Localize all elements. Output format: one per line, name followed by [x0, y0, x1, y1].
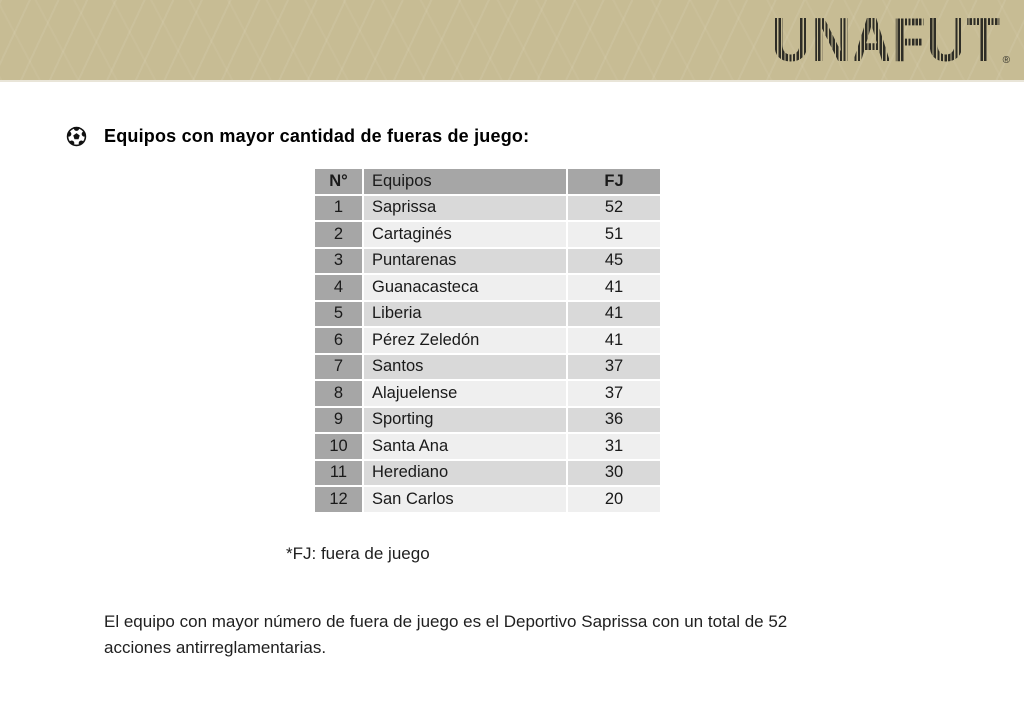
fj-cell: 45 [568, 248, 660, 273]
fj-cell: 41 [568, 275, 660, 300]
table-row: 7 Santos 37 [315, 354, 660, 379]
unafut-logo-text: UNAFUT [771, 4, 1001, 78]
table-row: 1 Saprissa 52 [315, 195, 660, 220]
column-header-equipos: Equipos [364, 169, 566, 194]
rank-cell: 12 [315, 487, 362, 512]
summary-line-1: El equipo con mayor número de fuera de j… [104, 612, 788, 631]
fj-cell: 20 [568, 487, 660, 512]
band-line-pattern [0, 0, 1024, 80]
rank-cell: 6 [315, 328, 362, 353]
rank-cell: 9 [315, 407, 362, 432]
section-heading-row: Equipos con mayor cantidad de fueras de … [66, 126, 529, 147]
fj-cell: 52 [568, 195, 660, 220]
section-heading: Equipos con mayor cantidad de fueras de … [104, 126, 530, 146]
rank-cell: 10 [315, 434, 362, 459]
summary-paragraph: El equipo con mayor número de fuera de j… [104, 609, 984, 661]
registered-trademark-symbol: ® [1002, 55, 1010, 66]
table-row: 6 Pérez Zeledón 41 [315, 328, 660, 353]
team-cell: Saprissa [364, 195, 566, 220]
table-header-row: N° Equipos FJ [315, 169, 660, 194]
offside-table: N° Equipos FJ 1 Saprissa 52 2 Cartaginés… [313, 167, 662, 514]
fj-cell: 31 [568, 434, 660, 459]
table-row: 8 Alajuelense 37 [315, 381, 660, 406]
table-row: 3 Puntarenas 45 [315, 248, 660, 273]
rank-cell: 7 [315, 354, 362, 379]
team-cell: Liberia [364, 301, 566, 326]
team-cell: Santos [364, 354, 566, 379]
fj-cell: 30 [568, 460, 660, 485]
table-row: 11 Herediano 30 [315, 460, 660, 485]
team-cell: Pérez Zeledón [364, 328, 566, 353]
table-row: 10 Santa Ana 31 [315, 434, 660, 459]
team-cell: San Carlos [364, 487, 566, 512]
rank-cell: 8 [315, 381, 362, 406]
rank-cell: 5 [315, 301, 362, 326]
rank-cell: 4 [315, 275, 362, 300]
rank-cell: 2 [315, 222, 362, 247]
table-row: 4 Guanacasteca 41 [315, 275, 660, 300]
team-cell: Puntarenas [364, 248, 566, 273]
table-row: 2 Cartaginés 51 [315, 222, 660, 247]
fj-cell: 36 [568, 407, 660, 432]
table-row: 12 San Carlos 20 [315, 487, 660, 512]
column-header-fj: FJ [568, 169, 660, 194]
unafut-logo: UNAFUT ® [740, 4, 1010, 78]
rank-cell: 11 [315, 460, 362, 485]
table-row: 5 Liberia 41 [315, 301, 660, 326]
fj-cell: 51 [568, 222, 660, 247]
fj-cell: 41 [568, 301, 660, 326]
summary-line-2: acciones antirreglamentarias. [104, 638, 327, 657]
team-cell: Cartaginés [364, 222, 566, 247]
team-cell: Santa Ana [364, 434, 566, 459]
offside-table-wrapper: N° Equipos FJ 1 Saprissa 52 2 Cartaginés… [313, 167, 662, 514]
team-cell: Guanacasteca [364, 275, 566, 300]
rank-cell: 1 [315, 195, 362, 220]
rank-cell: 3 [315, 248, 362, 273]
team-cell: Alajuelense [364, 381, 566, 406]
fj-cell: 41 [568, 328, 660, 353]
column-header-number: N° [315, 169, 362, 194]
fj-cell: 37 [568, 354, 660, 379]
table-row: 9 Sporting 36 [315, 407, 660, 432]
header-band: UNAFUT ® [0, 0, 1024, 82]
team-cell: Herediano [364, 460, 566, 485]
soccer-ball-icon [66, 126, 87, 147]
fj-footnote: *FJ: fuera de juego [286, 544, 430, 563]
fj-cell: 37 [568, 381, 660, 406]
team-cell: Sporting [364, 407, 566, 432]
